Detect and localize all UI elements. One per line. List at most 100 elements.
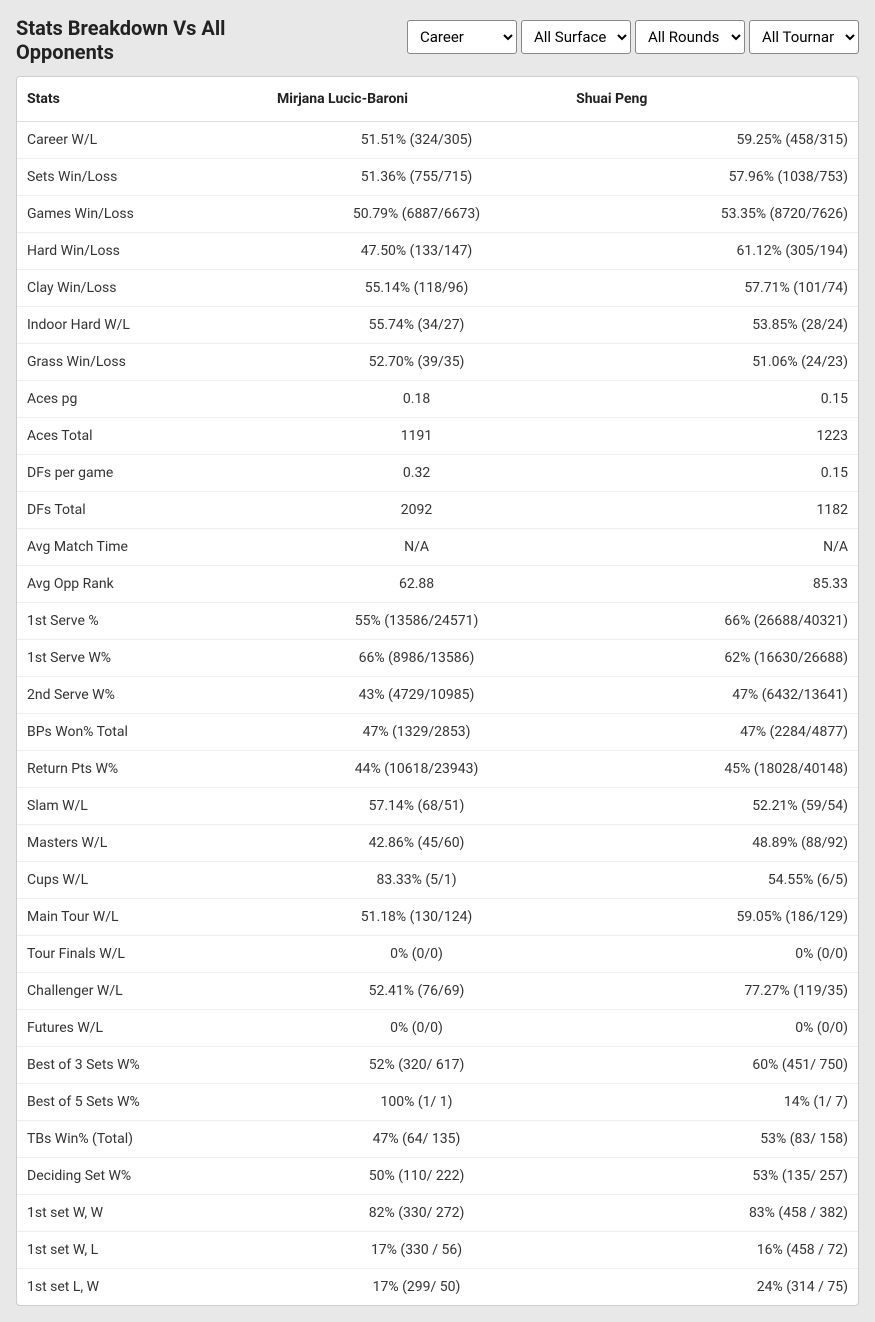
player2-value-cell: 53% (135/ 257) (566, 1158, 858, 1195)
table-row: Avg Opp Rank62.8885.33 (17, 566, 858, 603)
table-row: 1st set L, W17% (299/ 50)24% (314 / 75) (17, 1269, 858, 1306)
player1-value-cell: 51.36% (755/715) (267, 159, 566, 196)
filter-tournament[interactable]: All Tournaments (749, 20, 859, 54)
player1-value-cell: 55% (13586/24571) (267, 603, 566, 640)
stat-name-cell: Grass Win/Loss (17, 344, 267, 381)
table-row: Career W/L51.51% (324/305)59.25% (458/31… (17, 122, 858, 159)
player2-value-cell: 57.96% (1038/753) (566, 159, 858, 196)
player2-value-cell: 59.25% (458/315) (566, 122, 858, 159)
table-row: Grass Win/Loss52.70% (39/35)51.06% (24/2… (17, 344, 858, 381)
stat-name-cell: Main Tour W/L (17, 899, 267, 936)
player2-value-cell: 83% (458 / 382) (566, 1195, 858, 1232)
stat-name-cell: 1st set W, L (17, 1232, 267, 1269)
player1-value-cell: 0% (0/0) (267, 936, 566, 973)
page-header: Stats Breakdown Vs All Opponents Career … (0, 0, 875, 76)
player1-value-cell: 52.41% (76/69) (267, 973, 566, 1010)
player2-value-cell: 52.21% (59/54) (566, 788, 858, 825)
player1-value-cell: 66% (8986/13586) (267, 640, 566, 677)
page-title: Stats Breakdown Vs All Opponents (16, 16, 316, 64)
stat-name-cell: Futures W/L (17, 1010, 267, 1047)
table-row: BPs Won% Total47% (1329/2853)47% (2284/4… (17, 714, 858, 751)
player2-value-cell: 1223 (566, 418, 858, 455)
player1-value-cell: 62.88 (267, 566, 566, 603)
table-row: DFs per game0.320.15 (17, 455, 858, 492)
table-row: 1st Serve W%66% (8986/13586)62% (16630/2… (17, 640, 858, 677)
stats-table-container: Stats Mirjana Lucic-Baroni Shuai Peng Ca… (16, 76, 859, 1306)
stat-name-cell: 1st set W, W (17, 1195, 267, 1232)
stat-name-cell: Avg Match Time (17, 529, 267, 566)
player1-value-cell: 0.32 (267, 455, 566, 492)
player1-value-cell: 83.33% (5/1) (267, 862, 566, 899)
player2-value-cell: 61.12% (305/194) (566, 233, 858, 270)
player2-value-cell: 48.89% (88/92) (566, 825, 858, 862)
player1-value-cell: 100% (1/ 1) (267, 1084, 566, 1121)
player2-value-cell: 0% (0/0) (566, 1010, 858, 1047)
table-row: 1st set W, W82% (330/ 272)83% (458 / 382… (17, 1195, 858, 1232)
player2-value-cell: N/A (566, 529, 858, 566)
stats-table: Stats Mirjana Lucic-Baroni Shuai Peng Ca… (17, 77, 858, 1305)
player1-value-cell: 17% (299/ 50) (267, 1269, 566, 1306)
table-row: 1st set W, L17% (330 / 56)16% (458 / 72) (17, 1232, 858, 1269)
table-row: Best of 3 Sets W%52% (320/ 617)60% (451/… (17, 1047, 858, 1084)
player1-value-cell: 42.86% (45/60) (267, 825, 566, 862)
col-header-player2: Shuai Peng (566, 77, 858, 122)
stat-name-cell: Sets Win/Loss (17, 159, 267, 196)
stat-name-cell: Masters W/L (17, 825, 267, 862)
table-row: Aces pg0.180.15 (17, 381, 858, 418)
table-row: Challenger W/L52.41% (76/69)77.27% (119/… (17, 973, 858, 1010)
player1-value-cell: 51.18% (130/124) (267, 899, 566, 936)
player2-value-cell: 1182 (566, 492, 858, 529)
table-row: DFs Total20921182 (17, 492, 858, 529)
table-row: Deciding Set W%50% (110/ 222)53% (135/ 2… (17, 1158, 858, 1195)
player2-value-cell: 54.55% (6/5) (566, 862, 858, 899)
player1-value-cell: 52.70% (39/35) (267, 344, 566, 381)
player1-value-cell: 47.50% (133/147) (267, 233, 566, 270)
player2-value-cell: 85.33 (566, 566, 858, 603)
player2-value-cell: 57.71% (101/74) (566, 270, 858, 307)
table-row: 2nd Serve W%43% (4729/10985)47% (6432/13… (17, 677, 858, 714)
stat-name-cell: Aces pg (17, 381, 267, 418)
table-row: 1st Serve %55% (13586/24571)66% (26688/4… (17, 603, 858, 640)
table-row: Cups W/L83.33% (5/1)54.55% (6/5) (17, 862, 858, 899)
player1-value-cell: 52% (320/ 617) (267, 1047, 566, 1084)
player2-value-cell: 16% (458 / 72) (566, 1232, 858, 1269)
filter-bar: Career All Surfaces All Rounds All Tourn… (407, 20, 859, 54)
stat-name-cell: Cups W/L (17, 862, 267, 899)
stat-name-cell: DFs per game (17, 455, 267, 492)
filter-surface[interactable]: All Surfaces (521, 20, 631, 54)
player2-value-cell: 47% (6432/13641) (566, 677, 858, 714)
player1-value-cell: 0.18 (267, 381, 566, 418)
col-header-player1: Mirjana Lucic-Baroni (267, 77, 566, 122)
player2-value-cell: 60% (451/ 750) (566, 1047, 858, 1084)
stat-name-cell: 1st Serve W% (17, 640, 267, 677)
table-row: Masters W/L42.86% (45/60)48.89% (88/92) (17, 825, 858, 862)
filter-career[interactable]: Career (407, 20, 517, 54)
table-row: Avg Match TimeN/AN/A (17, 529, 858, 566)
stat-name-cell: Best of 5 Sets W% (17, 1084, 267, 1121)
stat-name-cell: Best of 3 Sets W% (17, 1047, 267, 1084)
stat-name-cell: Deciding Set W% (17, 1158, 267, 1195)
player1-value-cell: 47% (1329/2853) (267, 714, 566, 751)
stat-name-cell: Career W/L (17, 122, 267, 159)
player2-value-cell: 66% (26688/40321) (566, 603, 858, 640)
table-row: Tour Finals W/L0% (0/0)0% (0/0) (17, 936, 858, 973)
player1-value-cell: 1191 (267, 418, 566, 455)
table-row: Games Win/Loss50.79% (6887/6673)53.35% (… (17, 196, 858, 233)
player1-value-cell: 82% (330/ 272) (267, 1195, 566, 1232)
stat-name-cell: Hard Win/Loss (17, 233, 267, 270)
stat-name-cell: BPs Won% Total (17, 714, 267, 751)
table-row: Slam W/L57.14% (68/51)52.21% (59/54) (17, 788, 858, 825)
table-header-row: Stats Mirjana Lucic-Baroni Shuai Peng (17, 77, 858, 122)
player2-value-cell: 0.15 (566, 455, 858, 492)
player2-value-cell: 59.05% (186/129) (566, 899, 858, 936)
player1-value-cell: 44% (10618/23943) (267, 751, 566, 788)
stat-name-cell: Clay Win/Loss (17, 270, 267, 307)
table-row: Sets Win/Loss51.36% (755/715)57.96% (103… (17, 159, 858, 196)
table-row: Futures W/L0% (0/0)0% (0/0) (17, 1010, 858, 1047)
table-row: Best of 5 Sets W%100% (1/ 1)14% (1/ 7) (17, 1084, 858, 1121)
stat-name-cell: 1st Serve % (17, 603, 267, 640)
stat-name-cell: Slam W/L (17, 788, 267, 825)
player1-value-cell: 2092 (267, 492, 566, 529)
filter-round[interactable]: All Rounds (635, 20, 745, 54)
stat-name-cell: 1st set L, W (17, 1269, 267, 1306)
